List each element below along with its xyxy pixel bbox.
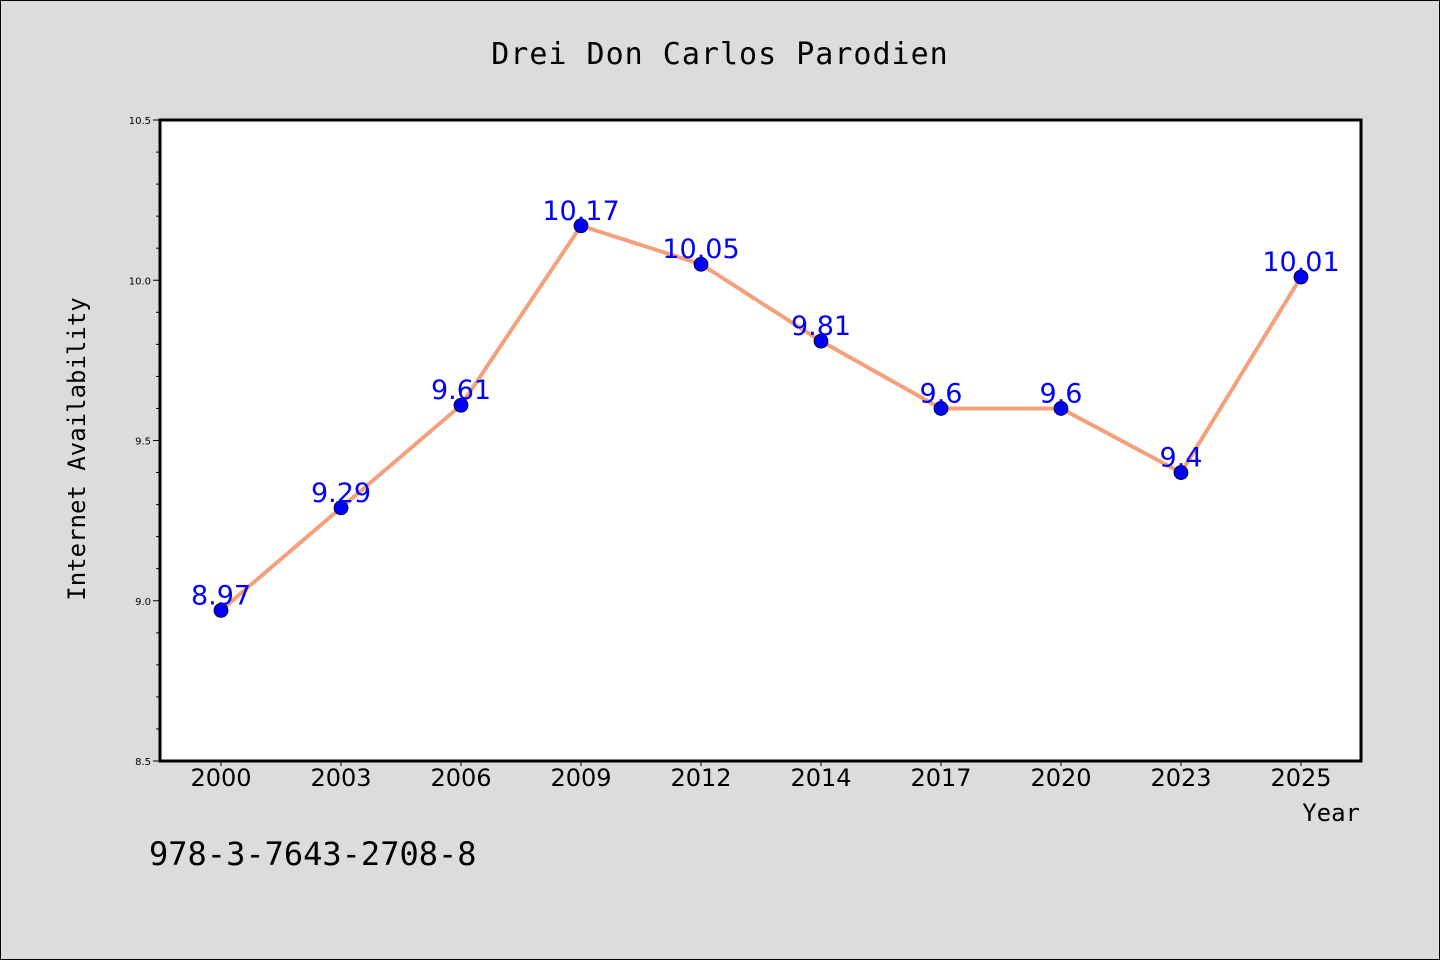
data-point bbox=[1053, 401, 1069, 416]
data-point bbox=[693, 256, 709, 272]
data-point bbox=[573, 218, 589, 234]
data-label: 9.81 bbox=[791, 311, 851, 342]
plot-area bbox=[158, 118, 1363, 763]
chart-title: Drei Don Carlos Parodien bbox=[491, 37, 948, 72]
data-point bbox=[333, 500, 349, 516]
y-tick-label: 8.5 bbox=[135, 757, 151, 768]
data-point bbox=[1173, 465, 1189, 480]
y-tick-label: 9.0 bbox=[135, 597, 151, 608]
x-tick-label: 2023 bbox=[1150, 764, 1211, 792]
data-label: 9.6 bbox=[1040, 378, 1083, 409]
data-label: 9.6 bbox=[920, 378, 963, 409]
x-tick-label: 2006 bbox=[430, 764, 491, 792]
y-tick-label: 10.5 bbox=[129, 116, 151, 127]
x-tick-label: 2017 bbox=[910, 764, 971, 792]
y-axis-label: Internet Availability bbox=[63, 297, 91, 600]
series-layer: 8.97 9.29 9.61 10.17 10.05 9.81 9.6 9.6 9.4 10.01 bbox=[191, 196, 1340, 618]
x-tick-label: 2014 bbox=[790, 764, 851, 792]
series-line bbox=[219, 223, 1303, 613]
y-axis: 8.5 9.0 9.5 10.0 10.5 bbox=[129, 116, 160, 768]
x-tick-label: 2020 bbox=[1030, 764, 1091, 792]
data-point bbox=[1293, 269, 1309, 285]
data-label: 8.97 bbox=[191, 580, 251, 611]
data-point bbox=[213, 602, 229, 618]
x-tick-label: 2000 bbox=[190, 764, 251, 792]
x-tick-label: 2025 bbox=[1270, 764, 1331, 792]
data-point bbox=[813, 333, 829, 349]
x-axis-label: Year bbox=[1302, 799, 1360, 827]
x-tick-label: 2009 bbox=[550, 764, 611, 792]
data-point bbox=[453, 397, 469, 413]
data-label: 10.01 bbox=[1262, 247, 1339, 278]
y-tick-label: 10.0 bbox=[129, 276, 151, 287]
data-point bbox=[933, 401, 949, 416]
y-tick-label: 9.5 bbox=[135, 437, 151, 448]
data-label: 9.29 bbox=[311, 478, 371, 509]
x-tick-label: 2012 bbox=[670, 764, 731, 792]
x-tick-label: 2003 bbox=[310, 764, 371, 792]
data-label: 10.05 bbox=[662, 234, 739, 265]
x-axis: 2000 2003 2006 2009 2012 2014 2017 2020 2023 2025 bbox=[190, 761, 1332, 792]
data-label: 10.17 bbox=[542, 196, 619, 227]
data-label: 9.61 bbox=[431, 375, 491, 406]
isbn-footer-text: 978-3-7643-2708-8 bbox=[149, 835, 477, 873]
data-label: 9.4 bbox=[1160, 443, 1203, 474]
